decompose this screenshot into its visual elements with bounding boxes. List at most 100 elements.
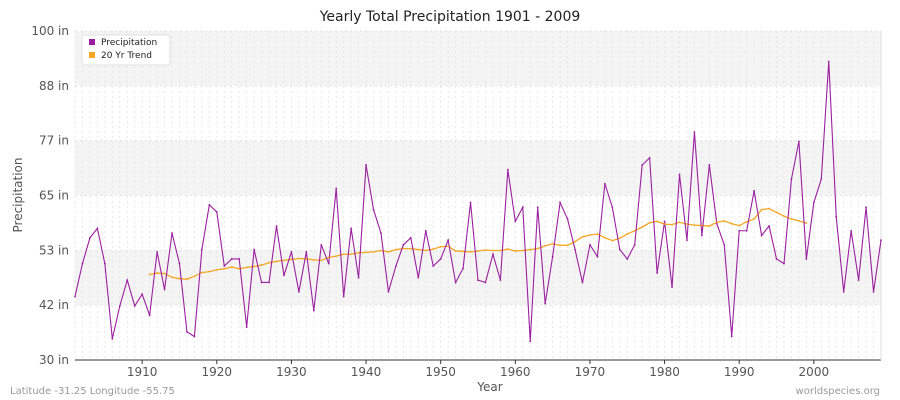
trend-point [253,265,256,268]
precipitation-point [723,243,726,246]
trend-point [506,248,509,250]
precipitation-point [133,305,136,307]
trend-point [402,247,405,250]
trend-point [671,223,673,226]
x-tick-label: 1980 [649,365,680,379]
precipitation-point [880,239,882,242]
trend-point [626,233,629,235]
precipitation-point [738,229,741,232]
trend-point [551,243,554,245]
trend-point [477,250,479,252]
trend-point [589,234,591,236]
precipitation-point [783,262,785,265]
precipitation-point [842,290,845,293]
precipitation-point [536,206,539,209]
trend-point [708,225,711,227]
precipitation-point [111,337,114,340]
precipitation-point [171,232,173,235]
trend-point [365,251,367,254]
precipitation-point [148,314,151,317]
y-tick-label: 77 in [39,134,69,148]
trend-point [603,236,606,239]
precipitation-point [768,225,770,227]
trend-point [215,268,218,271]
trend-point [700,224,703,227]
trend-point [469,251,472,253]
precipitation-point [850,229,853,232]
legend: Precipitation 20 Yr Trend [81,34,171,66]
precipitation-point [477,279,479,281]
precipitation-point [700,234,703,237]
precipitation-point [74,295,76,298]
precipitation-point [544,302,547,305]
precipitation-point [141,293,144,296]
precipitation-point [611,206,614,209]
trend-point [327,256,330,259]
precipitation-point [96,227,99,230]
trend-point [275,260,278,263]
trend-point [163,272,166,275]
precipitation-point [268,281,270,284]
trend-point [200,271,203,274]
trend-point [335,255,338,258]
trend-point [454,250,457,252]
precipitation-point [417,276,420,279]
precipitation-point [253,248,256,251]
trend-point [357,251,360,254]
precipitation-point [865,206,867,209]
precipitation-point [290,251,293,253]
trend-point [193,275,196,278]
trend-point [223,267,226,270]
y-tick-labels: 30 in 42 in 53 in 65 in 77 in 88 in 100 in [31,24,69,367]
precipitation-point [238,258,241,260]
trend-point [760,208,763,211]
precipitation-point [805,258,808,260]
precipitation-point [633,243,636,246]
precipitation-point [357,276,360,279]
trend-point [715,221,718,224]
footer-coordinates: Latitude -31.25 Longitude -55.75 [10,386,175,397]
precipitation-point [648,157,651,159]
precipitation-point [820,178,823,180]
precipitation-point [671,286,673,289]
precipitation-point [835,215,838,218]
trend-point [424,249,427,252]
precipitation-point [499,279,502,281]
x-tick-label: 1990 [724,365,755,379]
precipitation-point [342,295,345,298]
legend-label-precipitation: Precipitation [101,38,157,48]
precipitation-point [312,309,315,312]
precipitation-point [327,262,330,265]
precipitation-point [163,288,166,291]
trend-point [447,245,450,248]
precipitation-point [103,262,106,265]
precipitation-point [753,189,756,192]
trend-point [686,223,688,226]
precipitation-point [186,330,188,333]
precipitation-point [439,258,442,260]
x-tick-labels: 1910 1920 1930 1940 1950 1960 1970 1980 1990 2000 [127,360,829,379]
precipitation-point [827,60,830,63]
x-tick-label: 1920 [202,365,233,379]
precipitation-point [469,201,472,204]
trend-point [738,224,741,227]
precipitation-point [283,274,285,277]
trend-point [678,221,681,224]
precipitation-point [566,218,569,220]
trend-point [775,211,778,214]
precipitation-point [387,290,390,293]
precipitation-point [603,182,606,185]
precipitation-point [462,267,464,270]
trend-point [499,249,502,252]
precipitation-point [193,335,196,338]
trend-point [245,266,248,269]
trend-point [297,257,300,260]
precipitation-point [454,281,457,284]
trend-point [790,218,793,220]
precipitation-point [581,281,584,284]
precipitation-point [663,220,666,223]
trend-point [156,272,158,274]
y-tick-label: 88 in [39,79,69,93]
precipitation-point [760,234,763,237]
